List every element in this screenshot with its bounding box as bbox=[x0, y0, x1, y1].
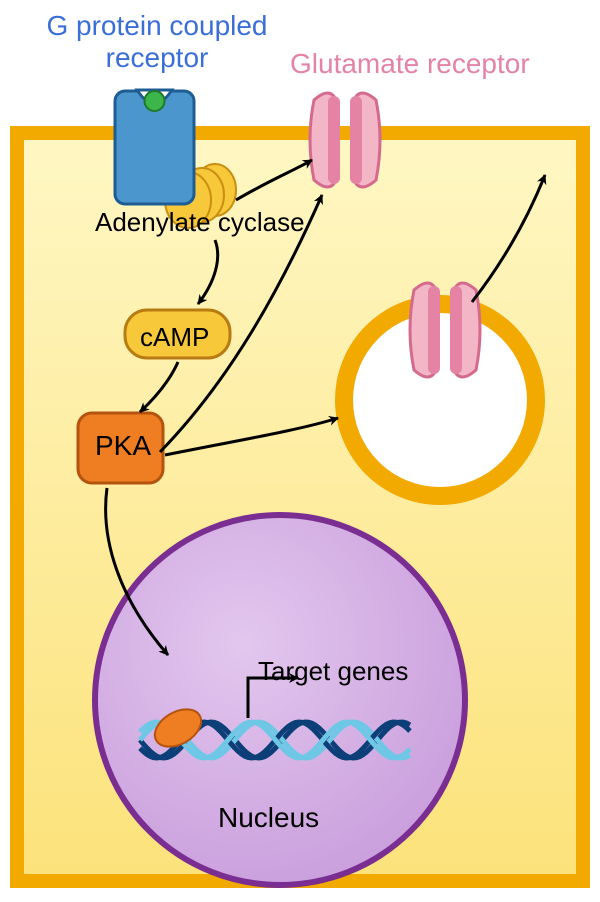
label-camp: cAMP bbox=[140, 322, 209, 353]
label-glut: Glutamate receptor bbox=[290, 48, 530, 80]
label-nucleus: Nucleus bbox=[218, 802, 319, 834]
label-target: Target genes bbox=[258, 656, 408, 687]
label-ac: Adenylate cyclase bbox=[95, 207, 305, 238]
label-pka: PKA bbox=[95, 430, 151, 462]
label-gpcr: G protein coupled receptor bbox=[22, 10, 292, 74]
